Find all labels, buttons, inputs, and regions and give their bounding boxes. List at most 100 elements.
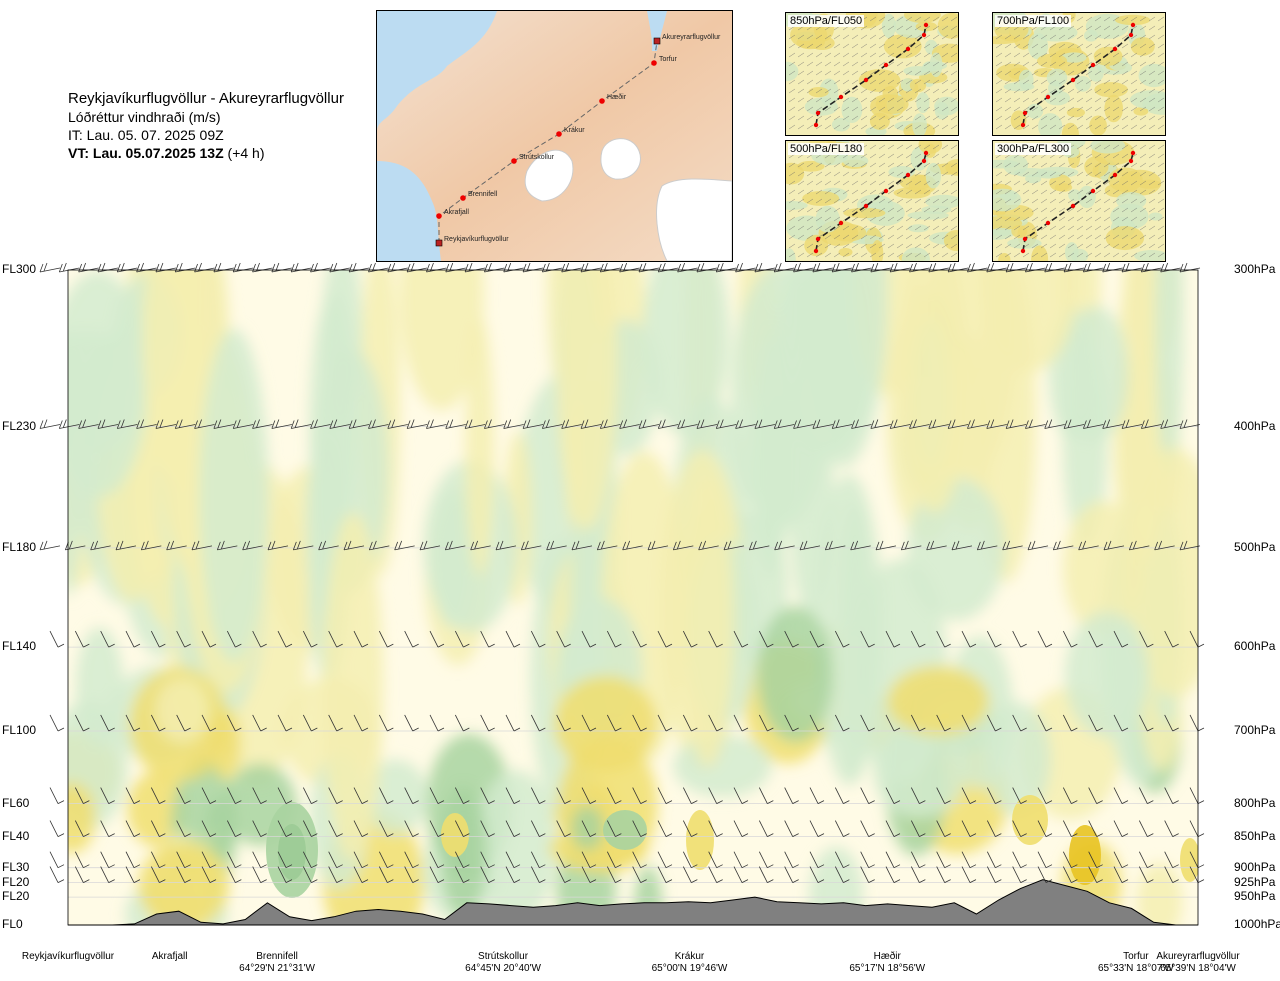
wind-barb [657,820,673,837]
wind-barb [100,851,115,869]
mini-map-barb [1067,216,1075,222]
mini-map-barb [1094,97,1102,103]
wind-barb [773,419,795,429]
mini-map-barb [824,124,832,130]
mini-map-barb [1076,61,1084,67]
mini-map-barb [842,180,850,186]
wind-barb [302,866,318,883]
mini-map-barb [869,153,877,159]
wind-barb [480,714,495,732]
route-line [438,40,658,243]
wind-barb [1140,419,1162,429]
mini-map-barb [1148,216,1156,222]
mini-map-barb [878,61,886,67]
velocity-cell [68,782,96,854]
mini-map-barb [1130,61,1138,67]
wind-barb [252,851,267,869]
mini-map-route [815,152,927,252]
mini-map-barb [797,88,805,94]
wind-barb [174,419,196,429]
mini-map-barb [1121,153,1129,159]
mini-map-cell [903,66,932,76]
mini-map-cell [883,34,922,59]
mini-map-barb [1067,70,1075,76]
mini-map-barb [1157,162,1165,168]
wind-barb [1189,851,1205,869]
mini-map-barb [887,153,895,159]
mini-map-barb [1013,97,1021,103]
wind-barb [708,630,723,648]
wind-barb [530,630,546,648]
mini-map-barb [788,88,796,94]
mini-map-barb [797,162,805,168]
route-location-name: Akrafjall [151,951,188,962]
mini-map-barb [1067,171,1075,177]
mini-map-barb [842,252,850,258]
mini-map-barb [1148,153,1156,159]
wind-barb [74,787,90,804]
wind-barb [49,714,65,732]
mini-map-barb [1157,189,1165,195]
wind-barb [1062,630,1078,648]
mini-map-barb [932,180,940,186]
mini-map-barb [1058,97,1066,103]
mini-map-barb [1076,79,1084,85]
mini-map-barb [1103,25,1111,31]
mini-map-barb [851,243,859,249]
mini-map-barb [1103,153,1111,159]
wind-barb [1164,820,1179,837]
mini-map-barb [887,189,895,195]
wind-barb [484,419,505,429]
velocity-core [266,802,318,898]
wind-barb [986,630,1002,648]
mini-map-barb [941,198,949,204]
mini-map-barb [1085,16,1093,22]
mini-map-cell [1066,107,1085,118]
mini-map-barb [815,70,823,76]
mini-map-barb [923,252,931,258]
mini-map-barb [1085,88,1093,94]
wind-barb [936,820,951,837]
wind-barb [378,630,394,648]
mini-map-barb [1022,216,1030,222]
mini-map-barb [1139,153,1147,159]
variable-label: Lóðréttur vindhraði (m/s) [68,109,221,125]
mini-map-barb [914,61,922,67]
wind-barb [404,787,419,804]
mini-map-barb [1094,207,1102,213]
mini-map-barb [923,180,931,186]
mini-map-barb [1040,216,1048,222]
mini-map-barb [1094,106,1102,112]
wind-barb [378,714,394,732]
mini-map-barb [1121,52,1129,58]
wind-barb [1088,820,1103,837]
mini-map-barb [932,198,940,204]
mini-map-cell [786,201,808,210]
mini-map-barb [1157,97,1165,103]
mini-map-barb [851,225,859,231]
mini-map-barb [941,207,949,213]
mini-map-barb [1139,207,1147,213]
mini-map-barb [1148,52,1156,58]
mini-map-barb [1094,70,1102,76]
mini-map-barb [950,70,958,76]
mini-map-barb [1058,162,1066,168]
wind-barb [353,851,369,869]
mini-map-barb [1112,25,1120,31]
wind-barb [556,787,571,804]
mini-map-route [1022,152,1134,252]
mini-map-barb [1148,252,1156,258]
mini-map-barb [887,106,895,112]
mini-map-barb [887,43,895,49]
mini-map-barb [950,61,958,67]
mini-map-barb [950,16,958,22]
mini-map-barb [995,34,1003,40]
mini-map-barb [1157,25,1165,31]
wind-barb [1078,540,1099,551]
mini-map-barb [905,52,913,58]
pressure-level-label: 950hPa [1234,889,1276,904]
mini-map-barb [1067,25,1075,31]
wind-barb [480,630,495,648]
wind-barb [885,630,901,648]
mini-map-barb [797,61,805,67]
